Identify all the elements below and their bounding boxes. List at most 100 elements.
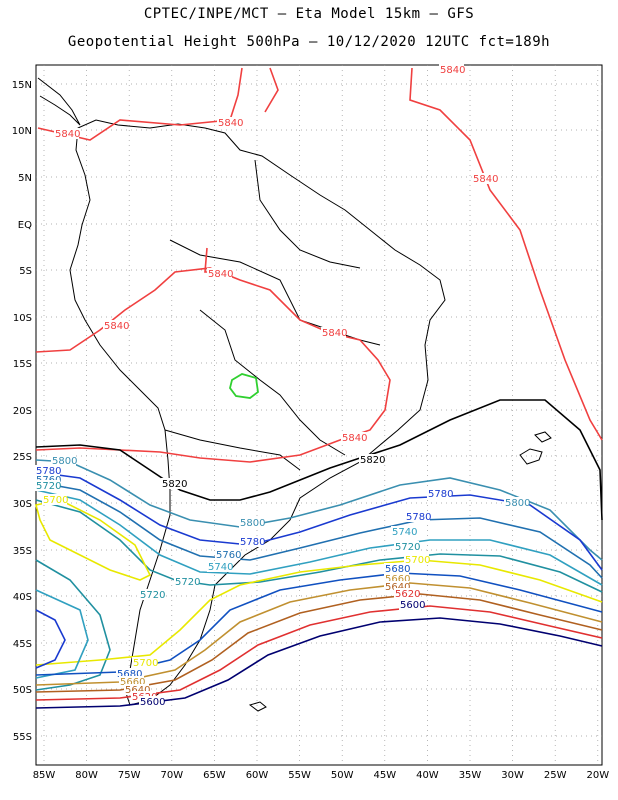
lon-label: 70W [160, 770, 183, 781]
contour-label: 5820 [162, 479, 187, 490]
contour-5700-cell [35, 499, 152, 581]
lon-label: 55W [288, 770, 311, 781]
falklands [248, 701, 267, 712]
contour-low-mid [35, 589, 89, 679]
contour-label: 5840 [473, 174, 498, 185]
contour-label: 5800 [505, 498, 530, 509]
contour-label: 5600 [400, 600, 425, 611]
coastlines [37, 77, 552, 712]
south-america-coast [69, 119, 446, 706]
country-border-c [164, 429, 301, 471]
lat-label: 5N [18, 173, 32, 184]
lon-label: 45W [373, 770, 396, 781]
lat-label: 30S [13, 499, 32, 510]
lon-label: 50W [331, 770, 354, 781]
contour-label: 5760 [216, 550, 241, 561]
country-border-a [169, 239, 381, 346]
lon-label: 65W [203, 770, 226, 781]
graticule [36, 65, 602, 765]
central-america [37, 77, 81, 126]
contour-label: 5780 [240, 537, 265, 548]
contour-5760 [35, 481, 603, 579]
lat-label: 15N [12, 80, 32, 91]
contour-label: 5620 [395, 589, 420, 600]
contour-label: 5840 [342, 433, 367, 444]
island-right-2 [534, 431, 552, 443]
lon-label: 20W [586, 770, 609, 781]
lon-label: 40W [416, 770, 439, 781]
lon-label: 75W [118, 770, 141, 781]
contour-label: 5700 [405, 555, 430, 566]
lat-label: EQ [18, 220, 32, 231]
contour-5740 [35, 489, 603, 586]
map-title-line2: Geopotential Height 500hPa – 10/12/2020 … [67, 34, 551, 50]
contour-5720 [35, 499, 603, 593]
contour-label: 5660 [385, 574, 410, 585]
contour-5640 [35, 593, 603, 693]
country-border-d [254, 159, 361, 269]
contour-label: 5720 [140, 590, 165, 601]
contour-label: 5740 [208, 562, 233, 573]
contour-label: 5840 [322, 328, 347, 339]
contour-label: 5640 [385, 582, 410, 593]
contour-label: 5700 [133, 658, 158, 669]
lat-label: 20S [13, 406, 32, 417]
contour-5780 [35, 471, 603, 571]
contour-label: 5720 [175, 577, 200, 588]
contour-5680 [35, 572, 603, 676]
contour-label: 5740 [392, 527, 417, 538]
lat-label: 40S [13, 592, 32, 603]
contour-5600 [35, 617, 603, 709]
contour-5660 [35, 582, 603, 686]
lon-label: 80W [75, 770, 98, 781]
contour-label: 5780 [428, 489, 453, 500]
lat-label: 25S [13, 452, 32, 463]
lat-label: 45S [13, 639, 32, 650]
contour-5800 [35, 459, 603, 561]
contour-label: 5780 [406, 512, 431, 523]
contour-label: 5600 [140, 697, 165, 708]
lat-label: 55S [13, 732, 32, 743]
contour-label: 5680 [385, 564, 410, 575]
contour-label: 5840 [440, 65, 465, 76]
contour-label: 5840 [208, 269, 233, 280]
lat-label: 50S [13, 685, 32, 696]
map-frame [35, 64, 603, 766]
contour-label: 5840 [218, 118, 243, 129]
contour-label: 5800 [240, 518, 265, 529]
contour-5700 [35, 559, 603, 666]
lon-label: 30W [501, 770, 524, 781]
contour-closed-green [229, 373, 259, 399]
lon-label: 85W [33, 770, 56, 781]
contour-label: 5720 [395, 542, 420, 553]
lat-label: 5S [19, 266, 32, 277]
lon-label: 25W [544, 770, 567, 781]
contour-label: 5840 [104, 321, 129, 332]
contour-label: 5660 [120, 677, 145, 688]
contour-labels: 5840 5840 5840 5840 5840 5840 5840 5840 5820 5820… [35, 64, 530, 708]
lon-label: 60W [246, 770, 269, 781]
lat-label: 15S [13, 359, 32, 370]
lon-label: 35W [459, 770, 482, 781]
lat-label: 10S [13, 313, 32, 324]
contour-label: 5640 [125, 685, 150, 696]
contour-label: 5720 [36, 481, 61, 492]
country-border-b [199, 309, 346, 456]
contour-5620 [35, 605, 603, 701]
island-right [519, 448, 543, 465]
contour-low-inner [35, 609, 66, 669]
longitude-labels: 85W 80W 75W 70W 65W 60W 55W 50W 45W 40W 35W 30W 25W 2… [33, 770, 610, 781]
contour-5840 [35, 67, 603, 463]
contour-label: 5700 [43, 495, 68, 506]
contour-5820 [35, 399, 603, 521]
lat-label: 10N [12, 126, 32, 137]
lat-label: 35S [13, 546, 32, 557]
latitude-labels: 15N 10N 5N EQ 5S 10S 15S 20S 25S 30S 35S 40S 45S 50S 5… [12, 80, 32, 743]
contour-label: 5680 [117, 669, 142, 680]
contour-label: 5800 [52, 456, 77, 467]
contour-label: 5780 [36, 466, 61, 477]
contour-label: 5820 [360, 455, 385, 466]
contour-label: 5840 [55, 129, 80, 140]
map-title-line1: CPTEC/INPE/MCT – Eta Model 15km – GFS [143, 6, 475, 22]
